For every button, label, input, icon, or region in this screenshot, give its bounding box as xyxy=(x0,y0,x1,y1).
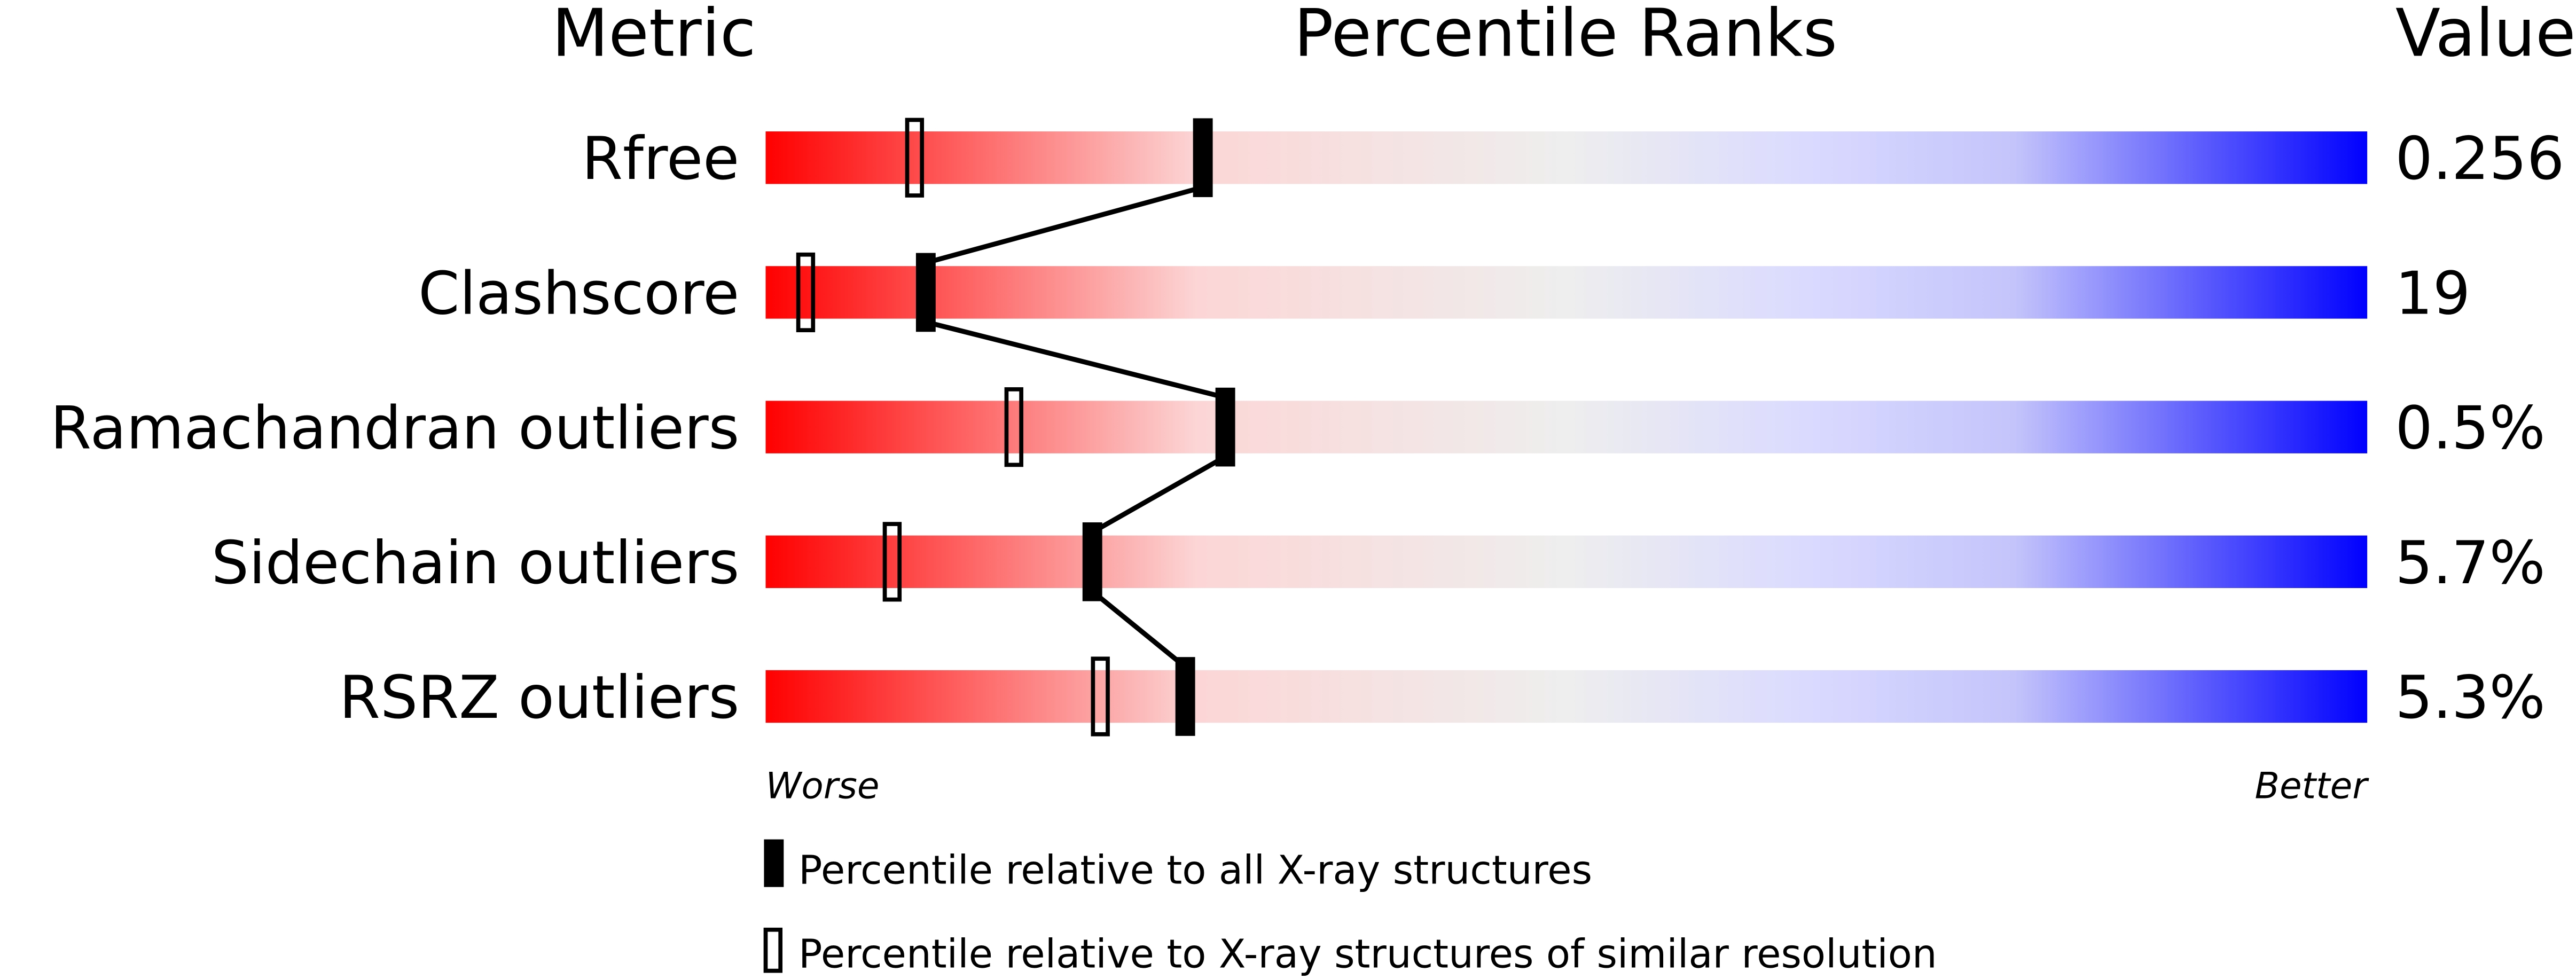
marker-similar-resolution xyxy=(905,118,925,198)
marker-all-structures xyxy=(1082,522,1102,601)
header-metric: Metric xyxy=(552,0,756,72)
marker-all-structures xyxy=(1193,118,1213,198)
header-value: Value xyxy=(2395,0,2576,72)
legend-hollow-marker xyxy=(763,927,783,973)
connector-line xyxy=(1091,589,1187,669)
worse-label: Worse xyxy=(765,765,879,807)
marker-all-structures xyxy=(1175,657,1195,736)
metric-value: 0.5% xyxy=(2395,394,2545,463)
percentile-bar xyxy=(765,535,2368,589)
legend-label-similar: Percentile relative to X-ray structures … xyxy=(798,931,1937,977)
metric-label: Clashscore xyxy=(418,259,739,328)
connector-line xyxy=(925,319,1226,400)
header-percentile: Percentile Ranks xyxy=(1294,0,1837,72)
percentile-bar xyxy=(765,401,2368,453)
marker-all-structures xyxy=(915,253,936,332)
percentile-bar xyxy=(765,266,2368,319)
percentile-bar xyxy=(765,670,2368,723)
metric-value: 0.256 xyxy=(2395,124,2564,193)
legend-filled-marker xyxy=(764,839,784,887)
connector-line xyxy=(925,185,1204,265)
connector-line xyxy=(1091,454,1227,535)
marker-similar-resolution xyxy=(1004,387,1023,467)
metric-label: Ramachandran outliers xyxy=(50,394,739,463)
metric-value: 19 xyxy=(2395,259,2470,328)
metric-value: 5.3% xyxy=(2395,663,2545,732)
marker-similar-resolution xyxy=(1091,656,1110,737)
better-label: Better xyxy=(2255,765,2370,807)
legend-label-all: Percentile relative to all X-ray structu… xyxy=(798,848,1592,894)
marker-similar-resolution xyxy=(796,252,816,333)
marker-all-structures xyxy=(1215,387,1235,467)
metric-label: Rfree xyxy=(582,124,739,193)
metric-label: RSRZ outliers xyxy=(339,663,739,732)
metric-label: Sidechain outliers xyxy=(212,529,740,598)
marker-similar-resolution xyxy=(882,522,902,602)
percentile-bar xyxy=(765,131,2368,184)
metric-value: 5.7% xyxy=(2395,529,2545,598)
